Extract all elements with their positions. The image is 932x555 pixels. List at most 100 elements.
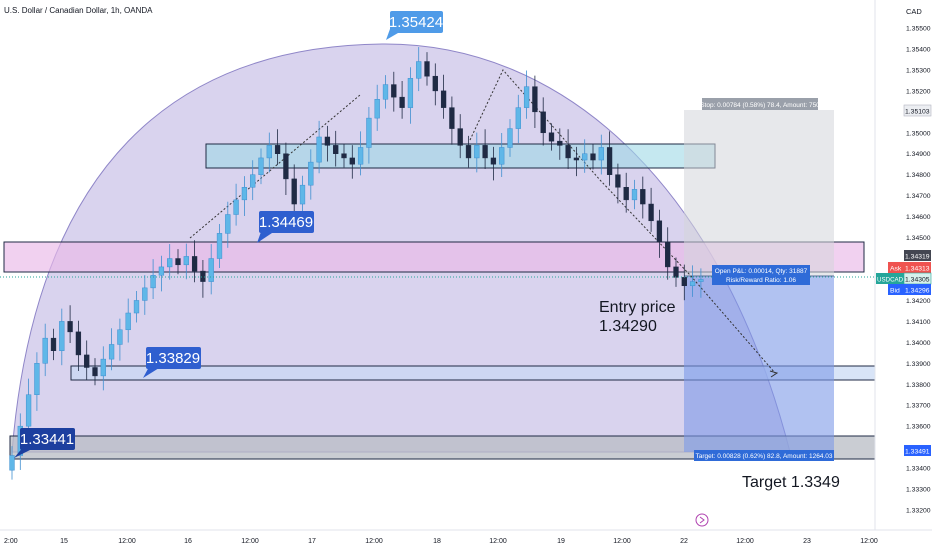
- label-high-text: 1.35424: [389, 14, 443, 31]
- candle-body-33: [283, 153, 289, 180]
- candle-20: [175, 249, 181, 275]
- candle-28: [241, 176, 248, 216]
- candle-61: [515, 94, 521, 144]
- candle-69: [582, 139, 588, 173]
- candle-19: [167, 244, 173, 280]
- candles-group: [9, 47, 704, 480]
- price-tick-17: 1.33800: [906, 382, 931, 389]
- label-high: 1.35424: [386, 11, 443, 40]
- candle-21: [183, 243, 189, 280]
- candle-70: [590, 144, 596, 170]
- candle-body-61: [515, 107, 521, 129]
- candle-body-55: [465, 145, 472, 159]
- candle-body-58: [490, 157, 497, 165]
- candle-body-56: [474, 145, 480, 159]
- candle-75: [631, 179, 638, 210]
- candle-body-0: [9, 455, 15, 471]
- candle-body-46: [391, 84, 397, 98]
- candle-body-14: [125, 312, 131, 331]
- label-mid-low: 1.33829: [143, 347, 201, 378]
- price-tick-9: 1.34600: [906, 214, 931, 221]
- price-tick-7: 1.34800: [906, 172, 931, 179]
- badge-last: USDCAD 1.34305: [876, 272, 932, 285]
- candle-body-28: [241, 187, 248, 201]
- svg-text:1.34313: 1.34313: [905, 266, 930, 273]
- candle-body-8: [75, 331, 82, 356]
- svg-text:USDCAD: USDCAD: [877, 277, 904, 284]
- price-tick-19: 1.33600: [906, 424, 931, 431]
- candle-83: [698, 268, 704, 298]
- price-tick-21: 1.33400: [906, 466, 931, 473]
- trend-dotted-2: [469, 69, 776, 374]
- price-tick-15: 1.34000: [906, 340, 931, 347]
- chart-title: U.S. Dollar / Canadian Dollar, 1h, OANDA: [4, 6, 153, 15]
- candle-64: [540, 97, 546, 146]
- candle-54: [457, 114, 463, 159]
- candle-63: [532, 75, 538, 128]
- candle-39: [333, 130, 339, 167]
- candle-body-20: [175, 258, 181, 266]
- candle-body-30: [258, 157, 264, 175]
- candle-body-23: [200, 270, 206, 282]
- candle-body-75: [631, 189, 638, 201]
- candle-body-26: [225, 214, 231, 234]
- price-tick-16: 1.33900: [906, 361, 931, 368]
- candle-body-11: [100, 358, 106, 377]
- candle-body-36: [308, 161, 314, 186]
- label-mid-high-text: 1.34469: [259, 214, 313, 231]
- candle-body-64: [540, 111, 546, 134]
- candle-31: [266, 132, 272, 173]
- stop-label: Stop: 0.00784 (0.58%) 78.4, Amount: 750: [700, 102, 820, 109]
- candle-23: [200, 259, 206, 298]
- price-tick-13: 1.34200: [906, 298, 931, 305]
- candle-body-54: [457, 128, 463, 146]
- price-tick-0: 1.35500: [906, 26, 931, 33]
- candle-36: [308, 149, 314, 200]
- time-axis[interactable]: 2:00 15 12:00 16 12:00 17 12:00 18 12:00 19 12:00 2…: [4, 538, 878, 545]
- price-tick-18: 1.33700: [906, 403, 931, 410]
- candle-27: [233, 183, 239, 226]
- badge-high: 1.34319: [904, 250, 931, 261]
- candle-body-59: [499, 147, 505, 165]
- candle-11: [100, 346, 106, 391]
- candle-9: [84, 340, 90, 381]
- label-low: 1.33441: [14, 428, 75, 458]
- candle-body-51: [432, 75, 438, 92]
- candle-body-67: [565, 145, 571, 159]
- candle-body-32: [274, 145, 281, 154]
- candle-43: [366, 107, 372, 164]
- candle-74: [623, 172, 629, 213]
- candle-body-19: [167, 258, 173, 268]
- time-tick-6: 12:00: [365, 538, 383, 545]
- candle-73: [615, 163, 621, 204]
- time-tick-7: 18: [433, 538, 441, 545]
- target-label-box: [694, 450, 834, 461]
- candle-body-80: [673, 266, 679, 278]
- candle-body-74: [623, 187, 629, 201]
- candle-8: [75, 320, 82, 372]
- time-tick-4: 12:00: [241, 538, 259, 545]
- candle-body-10: [92, 367, 98, 377]
- candle-45: [382, 75, 389, 109]
- candle-body-22: [191, 256, 198, 272]
- candle-body-63: [532, 86, 538, 113]
- price-tick-22: 1.33300: [906, 487, 931, 494]
- pl-label-box: [712, 265, 810, 285]
- candle-body-25: [216, 233, 223, 259]
- candle-body-18: [158, 266, 165, 276]
- candle-body-65: [548, 132, 555, 142]
- candle-62: [523, 70, 530, 119]
- candle-body-68: [573, 157, 580, 161]
- stop-label-box: [702, 98, 818, 110]
- candle-0: [9, 446, 15, 480]
- time-tick-14: 12:00: [860, 538, 878, 545]
- candle-body-12: [108, 344, 115, 360]
- candle-body-57: [482, 145, 488, 159]
- candle-33: [283, 142, 289, 196]
- candle-26: [225, 201, 231, 248]
- candle-body-50: [424, 61, 430, 77]
- candle-40: [341, 144, 347, 168]
- reload-icon[interactable]: [695, 513, 709, 527]
